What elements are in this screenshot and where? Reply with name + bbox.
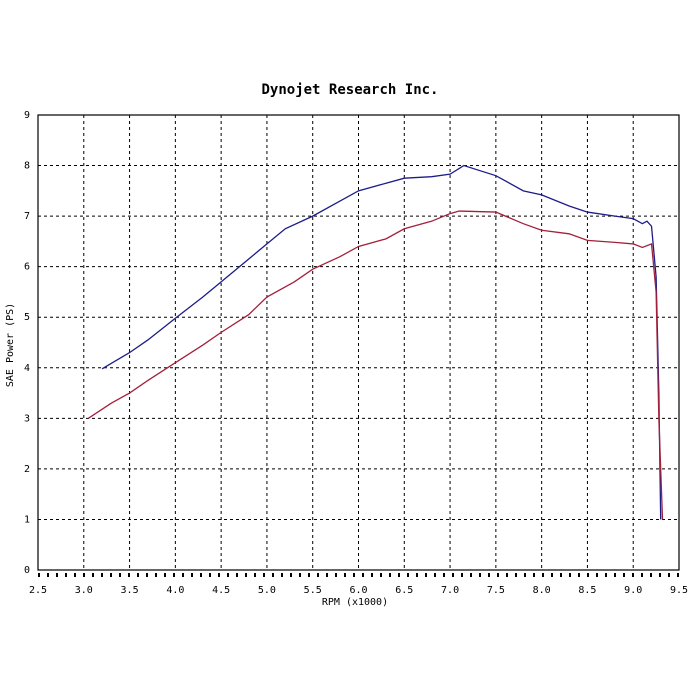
plot-frame <box>37 114 680 571</box>
chart-title: Dynojet Research Inc. <box>261 82 438 98</box>
x-tick-label: 5.5 <box>304 585 322 596</box>
y-tick-label: 2 <box>24 464 30 475</box>
x-tick-label: 9.0 <box>624 585 642 596</box>
y-tick-label: 3 <box>24 413 30 424</box>
x-axis-label: RPM (x1000) <box>322 597 388 608</box>
y-tick-label: 9 <box>24 110 30 121</box>
x-tick-label: 6.5 <box>395 585 413 596</box>
x-tick-label: 9.5 <box>670 585 688 596</box>
x-tick-label: 3.5 <box>121 585 139 596</box>
x-tick-label: 4.5 <box>212 585 230 596</box>
power-curve <box>88 210 664 520</box>
x-tick-label: 8.5 <box>578 585 596 596</box>
y-tick-label: 5 <box>24 312 30 323</box>
x-tick-label: 2.5 <box>29 585 47 596</box>
x-tick-label: 6.0 <box>349 585 367 596</box>
y-tick-label: 0 <box>24 565 30 576</box>
x-tick-label: 8.0 <box>533 585 551 596</box>
power-curve <box>101 164 662 520</box>
x-tick-label: 3.0 <box>75 585 93 596</box>
y-tick-label: 6 <box>24 262 30 273</box>
x-tick-label: 7.5 <box>487 585 505 596</box>
y-axis-label: SAE Power (PS) <box>5 303 16 387</box>
x-tick-label: 7.0 <box>441 585 459 596</box>
x-tick-label: 4.0 <box>166 585 184 596</box>
y-tick-label: 4 <box>24 363 30 374</box>
x-tick-label: 5.0 <box>258 585 276 596</box>
y-tick-label: 1 <box>24 514 30 525</box>
y-tick-label: 8 <box>24 161 30 172</box>
y-tick-label: 7 <box>24 211 30 222</box>
